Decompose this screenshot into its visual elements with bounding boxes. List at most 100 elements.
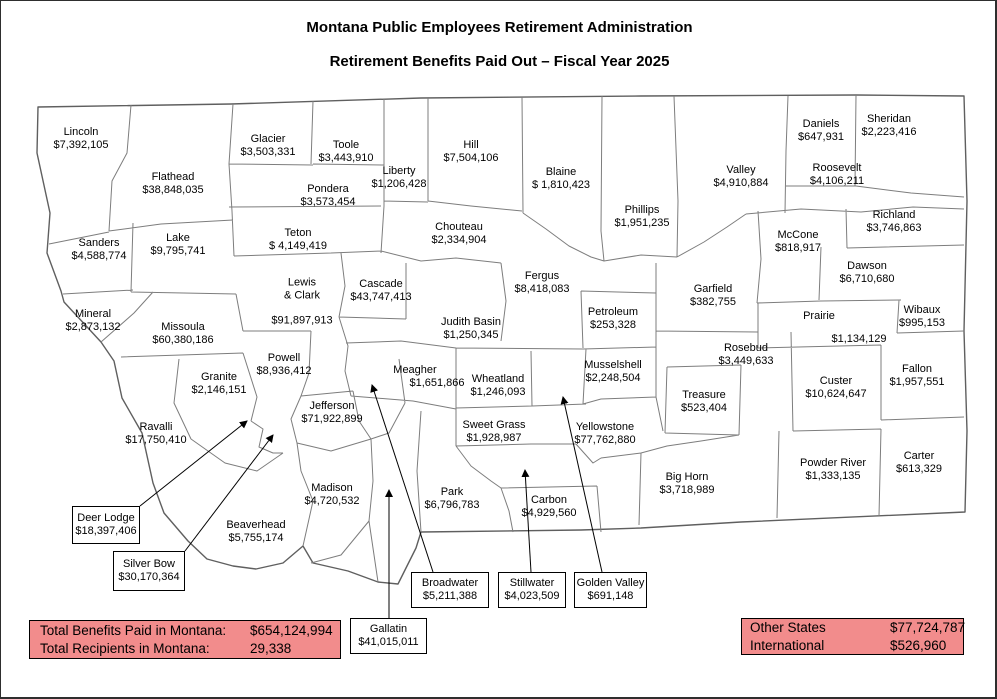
- county-name: Missoula: [161, 321, 205, 333]
- callout-box-deer-lodge: Deer Lodge $18,397,406: [72, 506, 140, 544]
- county-label-jefferson: Jefferson $71,922,899: [301, 400, 362, 426]
- county-name: Carter: [903, 450, 935, 462]
- county-label-prairie: Prairie $1,134,129: [791, 310, 886, 345]
- county-name: Meagher: [393, 364, 437, 376]
- county-value: $10,624,647: [805, 388, 867, 400]
- county-label-phillips: Phillips $1,951,235: [614, 204, 669, 230]
- callout-value: $4,023,509: [504, 590, 560, 602]
- total-benefits-row: Total Benefits Paid in Montana: $654,124…: [40, 622, 340, 640]
- callout-box-golden-valley: Golden Valley $691,148: [574, 572, 647, 608]
- county-label-mineral: Mineral $2,873,132: [65, 308, 120, 334]
- county-value: $6,796,783: [424, 499, 480, 511]
- county-name: Wibaux: [903, 304, 941, 316]
- county-value: $9,795,741: [150, 245, 206, 257]
- county-label-blaine: Blaine $ 1,810,423: [532, 166, 590, 192]
- county-value: $2,334,904: [431, 234, 487, 246]
- county-value: $995,153: [899, 317, 945, 329]
- other-states-value: $77,724,787: [890, 619, 966, 635]
- county-label-treasure: Treasure $523,404: [681, 389, 727, 415]
- county-label-big-horn: Big Horn $3,718,989: [659, 471, 714, 497]
- county-value: $43,747,413: [350, 291, 412, 303]
- county-name: Treasure: [682, 389, 726, 401]
- county-label-lewis-clark: Lewis & Clark $91,897,913: [271, 277, 332, 328]
- county-value: $2,248,504: [585, 372, 641, 384]
- county-value: $4,929,560: [521, 507, 577, 519]
- county-label-sweet-grass: Sweet Grass $1,928,987: [463, 419, 526, 445]
- county-value: $3,443,910: [318, 152, 374, 164]
- county-value: $818,917: [775, 242, 821, 254]
- county-value: $2,146,151: [191, 384, 247, 396]
- county-name: Big Horn: [665, 471, 709, 483]
- county-label-valley: Valley $4,910,884: [713, 164, 768, 190]
- county-value: $4,910,884: [713, 177, 769, 189]
- county-name: Beaverhead: [226, 519, 286, 531]
- total-recipients-value: 29,338: [250, 640, 292, 656]
- county-label-garfield: Garfield $382,755: [690, 283, 736, 309]
- county-name: Lincoln: [63, 126, 99, 138]
- county-value: $8,936,412: [256, 365, 312, 377]
- county-value: $1,928,987: [466, 432, 522, 444]
- county-value: $1,957,551: [889, 376, 945, 388]
- callout-value: $30,170,364: [118, 571, 180, 583]
- county-value: $3,746,863: [866, 222, 922, 234]
- total-benefits-value: $654,124,994: [250, 622, 333, 638]
- county-name: Judith Basin: [441, 316, 501, 328]
- county-value: $3,573,454: [300, 196, 356, 208]
- callout-box-gallatin: Gallatin $41,015,011: [350, 618, 427, 654]
- county-value: $613,329: [896, 463, 942, 475]
- leader-arrow-broadwater: [370, 384, 434, 573]
- county-value: $1,651,866: [409, 377, 465, 389]
- other-states-row: Other States $77,724,787: [750, 619, 966, 637]
- leader-arrow-golden-valley: [560, 396, 603, 573]
- total-recipients-label: Total Recipients in Montana:: [40, 640, 210, 656]
- county-value: $17,750,410: [125, 434, 187, 446]
- county-name: Chouteau: [435, 221, 483, 233]
- callout-name: Golden Valley: [576, 577, 645, 589]
- county-label-rosebud: Rosebud $3,449,633: [718, 342, 773, 368]
- county-value: $2,873,132: [65, 321, 121, 333]
- county-name: Hill: [463, 139, 479, 151]
- county-label-yellowstone: Yellowstone $77,762,880: [574, 421, 635, 447]
- county-name: Roosevelt: [812, 162, 862, 174]
- county-label-carter: Carter $613,329: [896, 450, 942, 476]
- county-label-madison: Madison $4,720,532: [304, 482, 359, 508]
- county-value: $8,418,083: [514, 283, 570, 295]
- county-name: Powder River: [799, 457, 867, 469]
- county-name: Pondera: [307, 183, 349, 195]
- county-label-dawson: Dawson $6,710,680: [839, 260, 894, 286]
- county-value: $ 4,149,419: [268, 240, 328, 252]
- county-label-mccone: McCone $818,917: [775, 229, 821, 255]
- county-name: Petroleum: [587, 306, 639, 318]
- county-name: Valley: [726, 164, 756, 176]
- county-name: Yellowstone: [575, 421, 635, 433]
- callout-name: Broadwater: [421, 577, 479, 589]
- county-name: Park: [440, 486, 464, 498]
- callout-box-silver-bow: Silver Bow $30,170,364: [113, 551, 185, 591]
- county-name: Lewis & Clark: [283, 276, 321, 302]
- county-name: Sweet Grass: [462, 419, 526, 431]
- county-name: Ravalli: [139, 421, 173, 433]
- county-label-sheridan: Sheridan $2,223,416: [861, 113, 916, 139]
- international-label: International: [750, 637, 825, 653]
- county-label-judith-basin: Judith Basin $1,250,345: [441, 316, 501, 342]
- county-label-powell: Powell $8,936,412: [256, 352, 311, 378]
- county-name: Phillips: [624, 204, 660, 216]
- county-value: $7,504,106: [443, 152, 499, 164]
- county-label-fergus: Fergus $8,418,083: [514, 270, 569, 296]
- county-label-meagher: Meagher $1,651,866: [387, 364, 464, 390]
- callout-value: $18,397,406: [75, 525, 137, 537]
- county-value: $60,380,186: [152, 334, 214, 346]
- county-name: Powell: [267, 352, 301, 364]
- county-name: Sanders: [78, 237, 120, 249]
- county-value: $6,710,680: [839, 273, 895, 285]
- county-label-park: Park $6,796,783: [424, 486, 479, 512]
- county-label-granite: Granite $2,146,151: [191, 371, 246, 397]
- county-name: Custer: [819, 375, 853, 387]
- county-label-toole: Toole $3,443,910: [318, 139, 373, 165]
- county-name: Fallon: [902, 363, 932, 375]
- county-value: $5,755,174: [228, 532, 284, 544]
- county-label-glacier: Glacier $3,503,331: [240, 133, 295, 159]
- county-label-custer: Custer $10,624,647: [805, 375, 866, 401]
- county-label-daniels: Daniels $647,931: [798, 118, 844, 144]
